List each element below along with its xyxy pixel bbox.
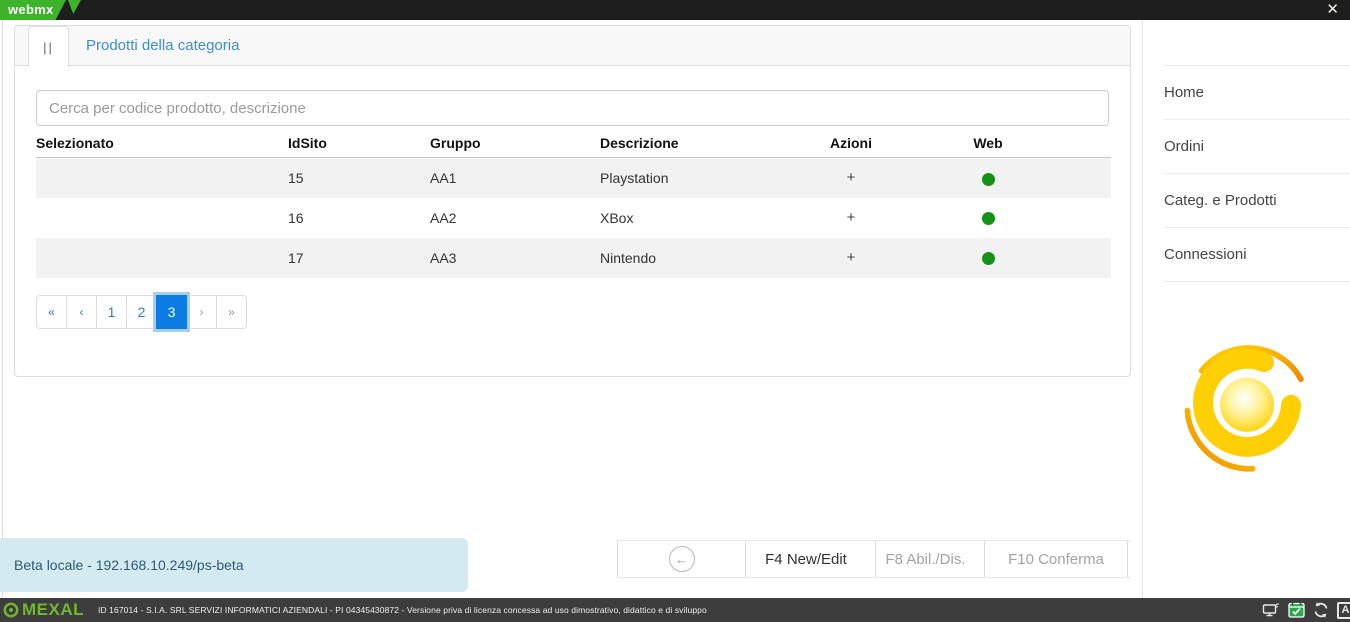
sidebar-item-label: Ordini [1164, 138, 1205, 155]
table-row[interactable]: 15 AA1 Playstation + [36, 157, 1111, 198]
sidebar-item-label: Home [1164, 84, 1205, 101]
table-header-row: Selezionato IdSito Gruppo Descrizione Az… [36, 129, 1111, 158]
sidebar-item-label: Categ. e Prodotti [1164, 192, 1277, 209]
cell-idsito: 15 [288, 169, 304, 186]
column-selezionato: Selezionato [36, 129, 288, 158]
cell-selezionato [36, 198, 288, 238]
add-action-button[interactable]: + [846, 209, 856, 226]
search-bar [15, 66, 1130, 126]
tab-handle[interactable]: || [28, 26, 69, 67]
sidebar: Home Ordini Categ. e Prodotti Connession… [1142, 20, 1350, 598]
refresh-icon[interactable] [1312, 601, 1330, 619]
web-status-dot [981, 172, 995, 186]
cell-descrizione: XBox [600, 209, 634, 226]
add-action-button[interactable]: + [846, 169, 856, 187]
f10-conferma-button[interactable]: F10 Conferma [984, 541, 1128, 577]
webmx-logo-sliver [68, 0, 81, 14]
sidebar-item-connessioni[interactable]: Connessioni [1164, 228, 1350, 282]
pagination-prev-button[interactable]: ‹ [66, 294, 97, 329]
close-icon[interactable]: ✕ [1326, 1, 1339, 18]
environment-status-text: Beta locale - 192.168.10.249/ps-beta [14, 557, 244, 573]
back-button[interactable]: ← [617, 541, 745, 577]
sidebar-item-label: Connessioni [1164, 246, 1247, 263]
cell-gruppo: AA2 [430, 209, 457, 226]
mexal-logo-text: MEXAL [22, 600, 84, 619]
back-arrow-icon: ← [668, 546, 695, 572]
sidebar-item-categ-e-prodotti[interactable]: Categ. e Prodotti [1164, 174, 1350, 228]
mexal-logo: MEXAL [2, 600, 84, 620]
cell-gruppo: AA1 [430, 169, 457, 186]
cell-descrizione: Playstation [600, 169, 669, 186]
mexal-swirl-icon [3, 602, 19, 618]
pagination: « ‹ 1 2 3 › » [36, 294, 247, 329]
cell-idsito: 17 [288, 249, 304, 266]
add-action-button[interactable]: + [846, 249, 856, 266]
column-descrizione: Descrizione [600, 129, 781, 158]
pagination-next-button: › [186, 294, 217, 329]
search-input[interactable] [36, 90, 1109, 126]
window-titlebar: webmx ✕ [0, 0, 1350, 20]
bottom-statusbar: MEXAL ID 167014 - S.I.A. SRL SERVIZI INF… [0, 598, 1350, 622]
webmx-logo: webmx [0, 0, 66, 20]
passepartout-swirl-logo [1184, 345, 1304, 472]
tab-products-of-category[interactable]: Prodotti della categoria [86, 37, 240, 54]
input-language-indicator[interactable]: A [1337, 601, 1350, 619]
table-row[interactable]: 16 AA2 XBox + [36, 198, 1111, 238]
web-status-dot [981, 212, 995, 226]
table-row[interactable]: 17 AA3 Nintendo + [36, 237, 1111, 278]
window-left-edge [2, 20, 3, 598]
sidebar-item-ordini[interactable]: Ordini [1164, 120, 1350, 174]
pagination-last-button: » [216, 294, 247, 329]
column-idsito: IdSito [288, 129, 430, 158]
pagination-page-1[interactable]: 1 [96, 294, 127, 329]
cell-gruppo: AA3 [430, 249, 457, 266]
column-gruppo: Gruppo [430, 129, 600, 158]
web-status-dot [981, 252, 995, 266]
tab-bar: || Prodotti della categoria [15, 26, 1130, 67]
cell-idsito: 16 [288, 209, 304, 226]
column-spacer [1055, 129, 1111, 158]
cell-selezionato [36, 238, 288, 278]
footer-toolbar: ← F4 New/Edit F8 Abil./Dis. F10 Conferma [617, 540, 1131, 578]
cell-selezionato [36, 158, 288, 198]
calendar-check-icon[interactable] [1288, 601, 1305, 619]
category-products-panel: || Prodotti della categoria Selezionato … [14, 25, 1131, 377]
pagination-page-2[interactable]: 2 [126, 294, 157, 329]
sidebar-menu: Home Ordini Categ. e Prodotti Connession… [1164, 65, 1350, 282]
monitor-network-icon[interactable] [1262, 601, 1281, 619]
column-web: Web [921, 129, 1055, 158]
statusbar-tray: A [1262, 601, 1350, 619]
environment-status-banner: Beta locale - 192.168.10.249/ps-beta [0, 538, 468, 592]
sidebar-item-home[interactable]: Home [1164, 66, 1350, 120]
pagination-first-button[interactable]: « [36, 294, 67, 329]
products-table: Selezionato IdSito Gruppo Descrizione Az… [36, 129, 1111, 278]
pagination-page-3-current[interactable]: 3 [156, 294, 187, 329]
cell-descrizione: Nintendo [600, 249, 657, 266]
f8-abil-dis-button[interactable]: F8 Abil./Dis. [875, 541, 975, 577]
f4-new-edit-button[interactable]: F4 New/Edit [745, 541, 866, 577]
license-info-text: ID 167014 - S.I.A. SRL SERVIZI INFORMATI… [98, 605, 707, 615]
column-azioni: Azioni [781, 129, 921, 158]
